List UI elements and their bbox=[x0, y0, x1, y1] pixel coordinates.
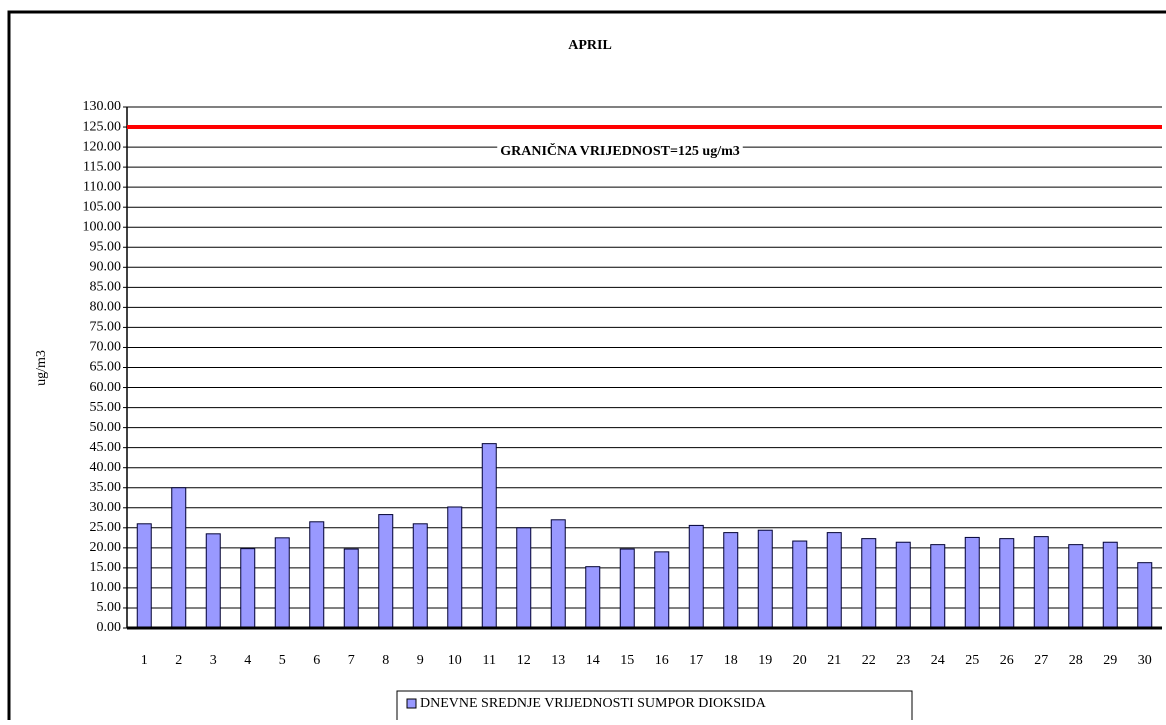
bar bbox=[205, 533, 221, 629]
x-tick-label: 3 bbox=[210, 653, 217, 668]
y-tick-label: 110.00 bbox=[83, 179, 121, 194]
bar bbox=[654, 551, 670, 629]
x-tick-label: 8 bbox=[382, 653, 389, 668]
x-tick-label: 4 bbox=[244, 653, 251, 668]
y-tick-label: 20.00 bbox=[90, 540, 122, 555]
y-tick-label: 65.00 bbox=[90, 360, 122, 375]
bar bbox=[1033, 536, 1049, 629]
y-tick-label: 25.00 bbox=[90, 520, 122, 535]
x-tick-label: 2 bbox=[175, 653, 182, 668]
x-tick-label: 9 bbox=[417, 653, 424, 668]
bar bbox=[999, 538, 1015, 629]
x-tick-label: 10 bbox=[448, 653, 462, 668]
bar bbox=[1102, 541, 1118, 629]
x-tick-label: 23 bbox=[896, 653, 910, 668]
bar bbox=[309, 521, 325, 629]
bar bbox=[136, 523, 152, 629]
y-tick-label: 125.00 bbox=[83, 119, 122, 134]
y-tick-label: 95.00 bbox=[90, 239, 122, 254]
x-tick-label: 30 bbox=[1138, 653, 1152, 668]
x-tick-label: 14 bbox=[586, 653, 600, 668]
bar bbox=[171, 487, 187, 629]
y-tick-label: 115.00 bbox=[83, 159, 121, 174]
y-tick-label: 90.00 bbox=[90, 260, 122, 275]
bar bbox=[723, 532, 739, 629]
bar bbox=[792, 540, 808, 629]
x-tick-label: 21 bbox=[827, 653, 841, 668]
x-tick-label: 27 bbox=[1034, 653, 1048, 668]
bar bbox=[757, 529, 773, 629]
x-tick-label: 11 bbox=[483, 653, 496, 668]
threshold-label-bg bbox=[497, 141, 743, 161]
x-tick-label: 15 bbox=[620, 653, 634, 668]
y-tick-label: 5.00 bbox=[97, 600, 122, 615]
x-tick-label: 19 bbox=[758, 653, 772, 668]
bar bbox=[343, 548, 359, 629]
x-tick-label: 12 bbox=[517, 653, 531, 668]
bar bbox=[274, 537, 290, 629]
bar bbox=[1137, 562, 1153, 629]
x-tick-label: 20 bbox=[793, 653, 807, 668]
y-tick-label: 85.00 bbox=[90, 280, 122, 295]
threshold-label: GRANIČNA VRIJEDNOST=125 ug/m3 bbox=[500, 142, 740, 159]
y-tick-label: 80.00 bbox=[90, 300, 122, 315]
x-tick-label: 18 bbox=[724, 653, 738, 668]
y-axis-label: ug/m3 bbox=[34, 350, 49, 386]
bar bbox=[619, 548, 635, 629]
chart-title: APRIL bbox=[568, 38, 612, 53]
x-tick-label: 7 bbox=[348, 653, 355, 668]
bar bbox=[964, 536, 980, 629]
bar bbox=[861, 538, 877, 629]
x-tick-label: 24 bbox=[931, 653, 945, 668]
bar bbox=[895, 541, 911, 629]
x-tick-label: 28 bbox=[1069, 653, 1083, 668]
y-tick-label: 10.00 bbox=[90, 580, 122, 595]
x-tick-label: 16 bbox=[655, 653, 669, 668]
y-tick-label: 70.00 bbox=[90, 340, 122, 355]
y-tick-label: 120.00 bbox=[83, 139, 122, 154]
legend-box bbox=[396, 690, 913, 725]
legend-swatch bbox=[406, 698, 417, 709]
x-tick-label: 25 bbox=[965, 653, 979, 668]
bar bbox=[826, 532, 842, 629]
y-tick-label: 100.00 bbox=[83, 219, 122, 234]
y-tick-label: 30.00 bbox=[90, 500, 122, 515]
bar bbox=[516, 527, 532, 629]
x-tick-label: 5 bbox=[279, 653, 286, 668]
y-tick-label: 55.00 bbox=[90, 400, 122, 415]
bar bbox=[550, 519, 566, 629]
bar bbox=[412, 523, 428, 629]
bar bbox=[1068, 544, 1084, 629]
bar bbox=[378, 514, 394, 629]
legend-label: DNEVNE SREDNJE VRIJEDNOSTI SUMPOR DIOKSI… bbox=[420, 696, 767, 711]
y-tick-label: 40.00 bbox=[90, 460, 122, 475]
y-tick-label: 50.00 bbox=[90, 420, 122, 435]
x-tick-label: 26 bbox=[1000, 653, 1014, 668]
y-tick-label: 45.00 bbox=[90, 440, 122, 455]
y-tick-label: 60.00 bbox=[90, 380, 122, 395]
bar bbox=[240, 548, 256, 629]
bar bbox=[930, 544, 946, 629]
y-tick-label: 130.00 bbox=[83, 99, 122, 114]
x-tick-label: 17 bbox=[689, 653, 703, 668]
y-tick-label: 75.00 bbox=[90, 320, 122, 335]
x-tick-label: 29 bbox=[1103, 653, 1117, 668]
y-tick-label: 15.00 bbox=[90, 560, 122, 575]
bar bbox=[481, 443, 497, 629]
y-tick-label: 35.00 bbox=[90, 480, 122, 495]
bar bbox=[585, 566, 601, 629]
bar bbox=[688, 524, 704, 629]
x-tick-label: 13 bbox=[551, 653, 565, 668]
y-tick-label: 0.00 bbox=[97, 620, 122, 635]
x-tick-label: 1 bbox=[141, 653, 148, 668]
x-tick-label: 22 bbox=[862, 653, 876, 668]
y-tick-label: 105.00 bbox=[83, 199, 122, 214]
x-tick-label: 6 bbox=[313, 653, 320, 668]
bar bbox=[447, 506, 463, 629]
